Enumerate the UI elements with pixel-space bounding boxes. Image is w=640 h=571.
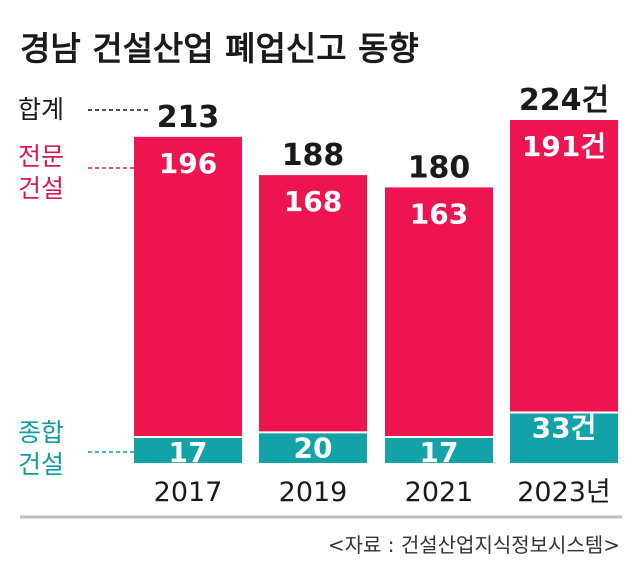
x-tick-2: 2021 [405,477,474,508]
label-professional-3: 191건 [522,130,606,163]
bar-professional-2 [385,187,493,437]
legend-general-label: 종합 건설 [18,418,72,479]
label-general-0: 17 [169,436,208,469]
label-total-2: 180 [408,150,471,185]
x-tick-1: 2019 [279,477,348,508]
label-professional-0: 196 [159,147,217,180]
source-note: <자료 : 건설산업지식정보시스템> [328,533,620,557]
label-total-1: 188 [282,138,345,173]
label-general-3: 33건 [532,411,597,444]
bar-general-0 [134,436,242,463]
legend: 합계 전문 건설 종합 건설 [18,95,148,479]
bars: 196 17 213 2017 168 20 188 2019 163 17 180 2021 191건… [134,83,618,508]
bar-general-3 [510,412,618,463]
label-professional-2: 163 [410,197,468,230]
x-tick-0: 2017 [154,477,223,508]
label-general-1: 20 [294,431,333,464]
label-general-2: 17 [420,436,459,469]
bar-general-1 [259,432,367,463]
bar-general-2 [385,436,493,463]
legend-total-label: 합계 [18,95,64,124]
bar-professional-3 [510,120,618,413]
legend-professional-label: 전문 건설 [18,142,72,203]
label-total-3: 224건 [519,83,609,118]
bar-professional-1 [259,175,367,433]
bar-professional-0 [134,136,242,437]
x-tick-3: 2023년 [517,477,611,508]
label-professional-1: 168 [284,185,342,218]
label-total-0: 213 [157,100,220,135]
chart-title: 경남 건설산업 폐업신고 동향 [20,29,419,68]
